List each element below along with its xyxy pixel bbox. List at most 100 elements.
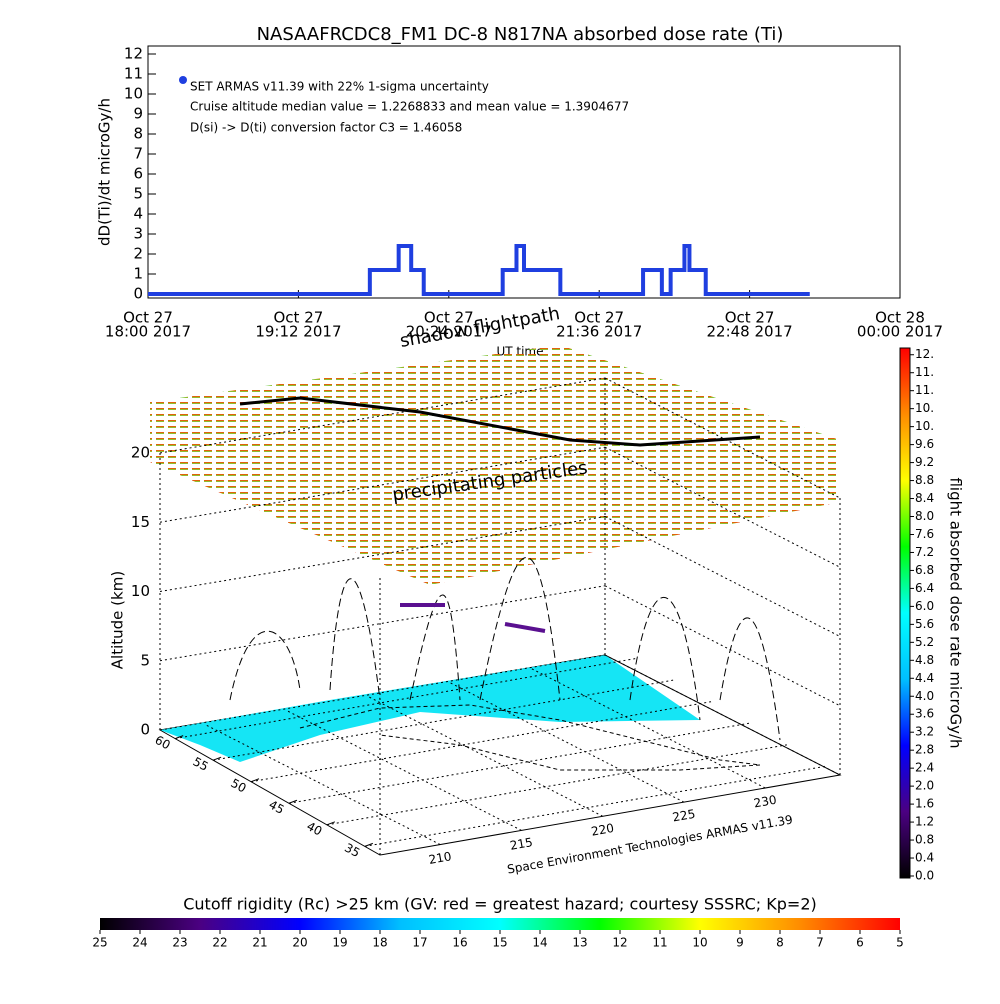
lon-tick-label: 220 (590, 821, 615, 839)
colorbar-tick-label: 3.2 (915, 725, 934, 739)
dose-track (504, 622, 546, 633)
colorbar-tick-label: 2.0 (915, 779, 934, 793)
x-tick-label: Oct 27 (123, 309, 173, 327)
map-land (160, 655, 700, 762)
colorbar-tick-label: 12. (915, 347, 934, 361)
colorbar-tick-label: 8.8 (915, 473, 934, 487)
y-tick-label: 6 (133, 165, 143, 183)
colorbar-tick-label: 0.4 (915, 851, 934, 865)
grid-line (159, 377, 606, 454)
lat-tick-label: 55 (191, 754, 211, 774)
colorbar-tick-label: 7.2 (915, 545, 934, 559)
y-tick-label: 0 (133, 285, 143, 303)
colorbar-tick-label: 9.6 (915, 437, 934, 451)
colorbar-tick-label: 25 (92, 936, 107, 950)
colorbar-tick-label: 13 (572, 936, 587, 950)
x-tick-label: Oct 27 (424, 309, 474, 327)
lon-tick-label: 230 (753, 793, 778, 811)
colorbar-tick-label: 4.8 (915, 653, 934, 667)
grid-line (604, 516, 841, 637)
y-tick-label: 1 (133, 265, 143, 283)
dose-colorbar (899, 347, 911, 879)
y-tick-label: 10 (124, 85, 143, 103)
colorbar-tick-label: 17 (412, 936, 427, 950)
colorbar-tick-label: 3.6 (915, 707, 934, 721)
colorbar-tick-label: 7.6 (915, 527, 934, 541)
lat-tick-label: 60 (153, 733, 173, 753)
colorbar-tick-label: 5 (896, 936, 904, 950)
colorbar-tick-label: 18 (372, 936, 387, 950)
z-tick-label: 10 (131, 582, 150, 600)
flight-profile (629, 596, 701, 721)
grid-line (604, 654, 841, 776)
legend-label: SET ARMAS v11.39 with 22% 1-sigma uncert… (190, 80, 489, 94)
z-tick-label: 5 (140, 651, 150, 669)
grid-line (604, 446, 841, 568)
lon-tick-label: 225 (671, 807, 696, 825)
grid-line (286, 709, 522, 831)
grid-line (159, 654, 606, 731)
x-tick-label: 18:00 2017 (105, 323, 191, 341)
x-tick-label: 22:48 2017 (707, 323, 793, 341)
y-tick-label: 5 (133, 185, 143, 203)
z-tick-label: 0 (140, 721, 150, 739)
grid-line (159, 516, 606, 592)
colorbar-tick-label: 19 (332, 936, 347, 950)
colorbar-tick-label: 6.8 (915, 563, 934, 577)
colorbar-tick-label: 16 (452, 936, 467, 950)
annotation: Space Environment Technologies ARMAS v11… (506, 812, 794, 876)
flight-path-shadow (239, 396, 761, 447)
y-tick-label: 7 (133, 145, 143, 163)
colorbar-tick-label: 21 (252, 936, 267, 950)
flight-profile (229, 630, 301, 701)
y-tick-label: 11 (124, 65, 143, 83)
colorbar-tick-label: 8.4 (915, 491, 934, 505)
x-tick-label: 19:12 2017 (255, 323, 341, 341)
z-tick-label: 20 (131, 444, 150, 462)
legend-marker (179, 76, 187, 84)
colorbar-tick-label: 14 (532, 936, 547, 950)
colorbar-tick-label: 11. (915, 383, 934, 397)
colorbar-tick-label: 20 (292, 936, 307, 950)
colorbar-tick-label: 11. (915, 365, 934, 379)
colorbar-tick-label: 6 (856, 936, 864, 950)
colorbar-tick-label: 10. (915, 401, 934, 415)
y-axis-label: dD(Ti)/dt microGy/h (96, 98, 114, 246)
y-tick-label: 9 (133, 105, 143, 123)
colorbar-tick-label: 24 (132, 936, 147, 950)
colorbar-tick-label: 11 (652, 936, 667, 950)
annotation: D(si) -> D(ti) conversion factor C3 = 1.… (190, 121, 462, 135)
colorbar-tick-label: 0.8 (915, 833, 934, 847)
lat-tick-label: 45 (266, 797, 286, 817)
colorbar-tick-label: 0.0 (915, 869, 934, 883)
grid-line (448, 681, 685, 803)
x-tick-label: 21:36 2017 (556, 323, 642, 341)
lat-tick-label: 35 (342, 841, 362, 861)
rc-colorbar (100, 918, 900, 930)
colorbar-tick-label: 6.4 (915, 581, 934, 595)
grid-line (604, 585, 841, 707)
grid-line (367, 695, 603, 817)
colorbar-tick-label: 23 (172, 936, 187, 950)
colorbar-tick-label: 2.4 (915, 761, 934, 775)
z-tick-label: 15 (131, 513, 150, 531)
colorbar-tick-label: 8.0 (915, 509, 934, 523)
lon-tick-label: 210 (428, 849, 453, 867)
grid-line (159, 446, 606, 523)
z-axis-label: Altitude (km) (109, 571, 127, 669)
x-tick-label: 00:00 2017 (857, 323, 943, 341)
colorbar-tick-label: 12 (612, 936, 627, 950)
colorbar-tick-label: 4.4 (915, 671, 934, 685)
data-line (148, 244, 810, 296)
colorbar-tick-label: 9 (736, 936, 744, 950)
lat-tick-label: 40 (304, 819, 324, 839)
grid-line (530, 667, 766, 789)
y-tick-label: 4 (133, 205, 143, 223)
colorbar-tick-label: 10 (692, 936, 707, 950)
x-tick-label: Oct 27 (725, 309, 775, 327)
particle-plane (150, 345, 840, 585)
x-tick-label: 20:24 2017 (406, 323, 492, 341)
colorbar-tick-label: 15 (492, 936, 507, 950)
y-tick-label: 3 (133, 225, 143, 243)
flight-profile (719, 617, 781, 741)
